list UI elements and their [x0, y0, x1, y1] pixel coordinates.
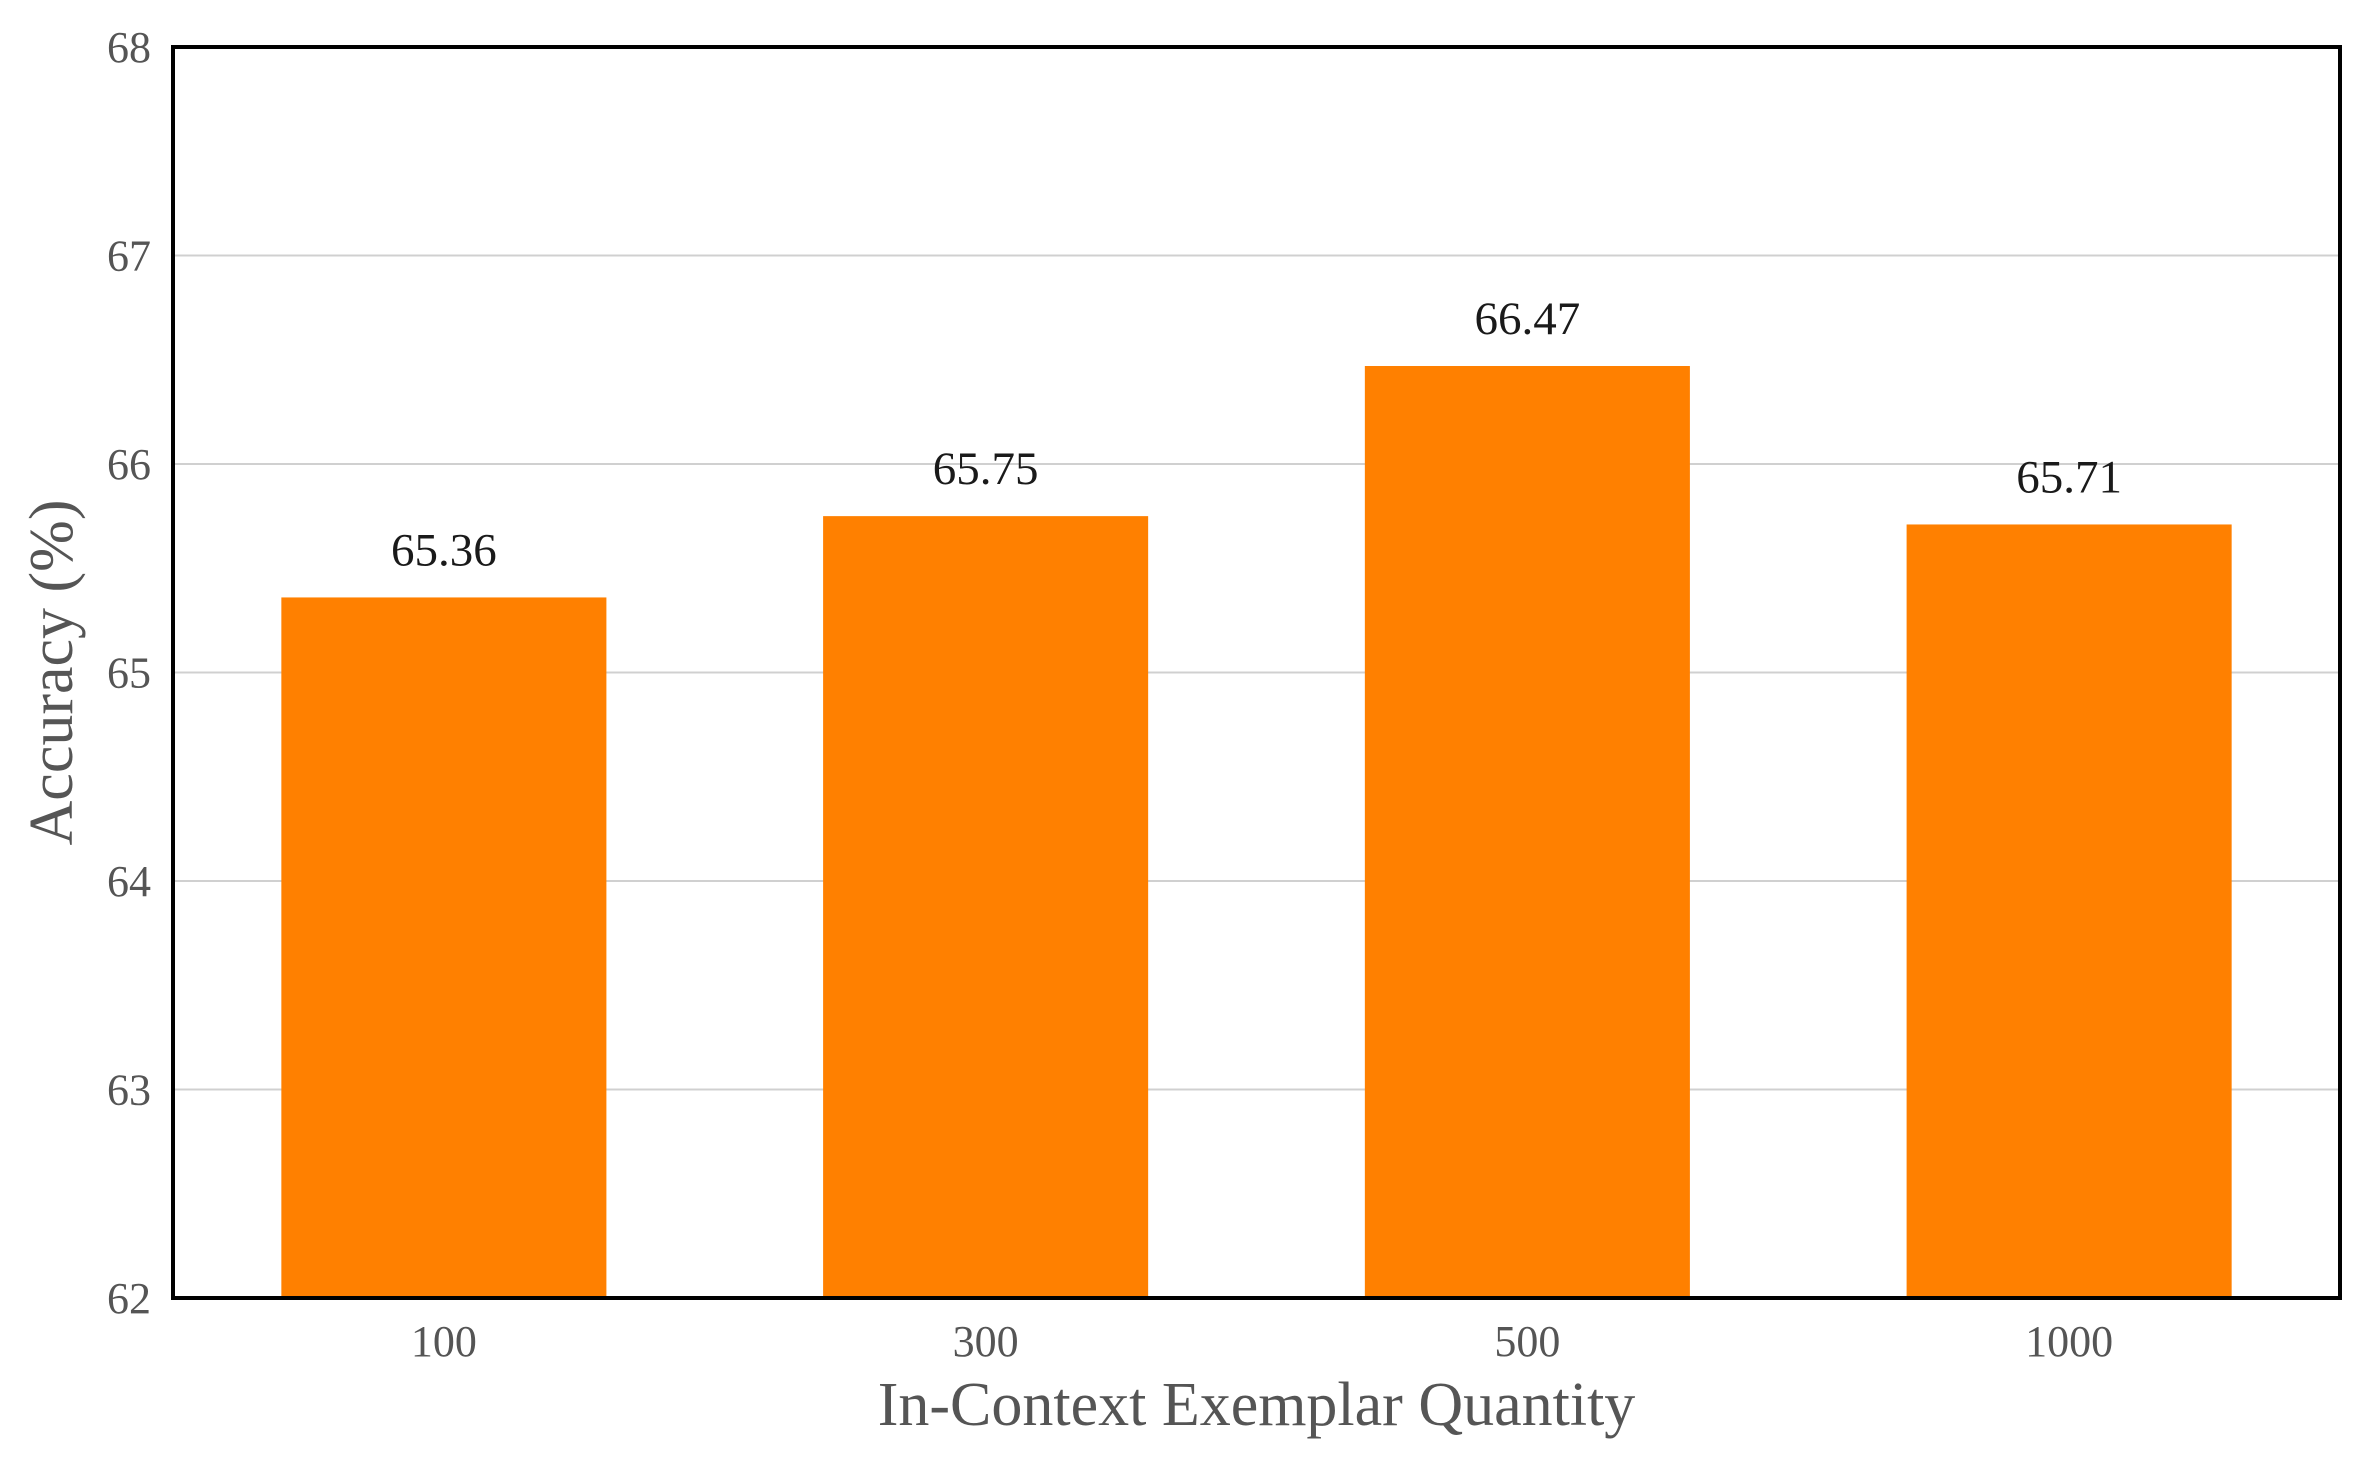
x-tick-label: 500: [1494, 1317, 1560, 1366]
x-axis-ticks: 100 300 500 1000: [411, 1317, 2113, 1366]
bar: [1364, 366, 1690, 1298]
bar: [281, 597, 607, 1298]
y-tick-label: 63: [107, 1066, 151, 1115]
bar-value-label: 66.47: [1475, 293, 1581, 345]
y-tick-label: 62: [107, 1274, 151, 1323]
y-tick-label: 65: [107, 649, 151, 698]
plot-frame: [171, 45, 2342, 1300]
y-tick-label: 68: [107, 23, 151, 72]
x-tick-label: 1000: [2025, 1317, 2113, 1366]
y-tick-label: 64: [107, 857, 151, 906]
bar-value-label: 65.36: [391, 524, 497, 576]
bar-value-label: 65.71: [2016, 451, 2122, 503]
bar: [823, 516, 1149, 1298]
bar-value-label: 65.75: [933, 443, 1039, 495]
x-tick-label: 300: [953, 1317, 1019, 1366]
y-axis-title: Accuracy (%): [18, 500, 86, 846]
x-axis-title: In-Context Exemplar Quantity: [878, 1371, 1636, 1439]
y-axis-ticks: 62 63 64 65 66 67 68: [107, 23, 151, 1323]
y-tick-label: 66: [107, 440, 151, 489]
bars: [281, 366, 2232, 1298]
data-labels: 65.36 65.75 66.47 65.71: [391, 293, 2122, 576]
bar: [1906, 524, 2232, 1298]
x-tick-label: 100: [411, 1317, 477, 1366]
y-tick-label: 67: [107, 232, 151, 281]
